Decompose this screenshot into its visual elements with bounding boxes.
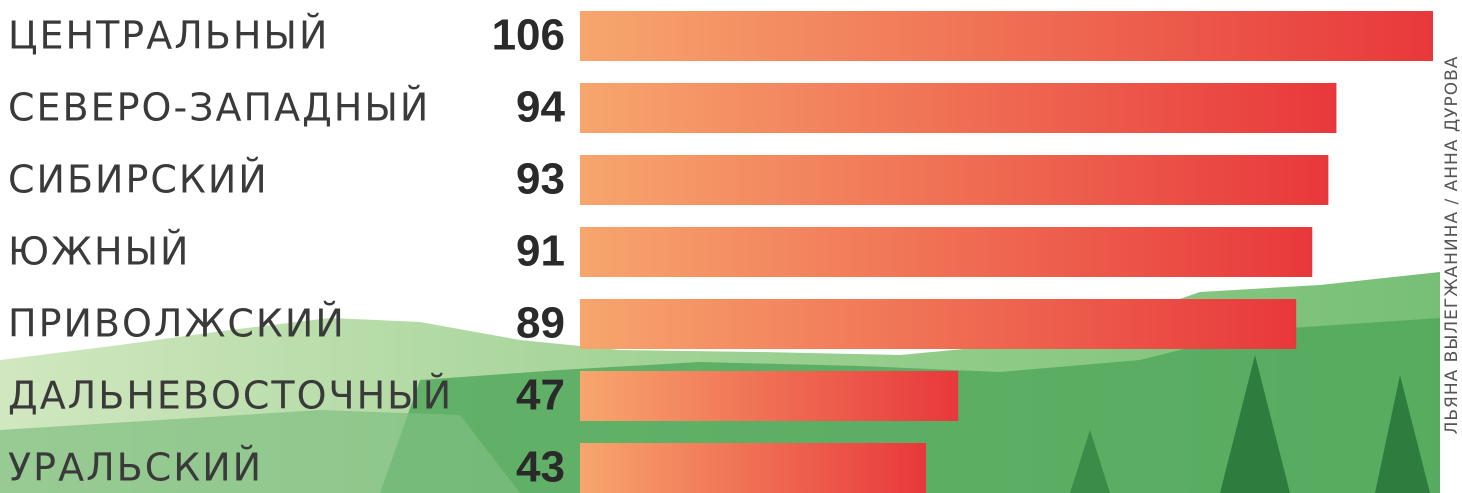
bar <box>580 443 926 493</box>
bar <box>580 227 1312 277</box>
value-label: 93 <box>516 155 565 204</box>
bar <box>580 371 958 421</box>
value-label: 89 <box>516 299 565 348</box>
bar <box>580 11 1433 61</box>
category-label: ЦЕНТРАЛЬНЫЙ <box>8 14 329 58</box>
value-label: 47 <box>516 371 565 420</box>
category-label: ПРИВОЛЖСКИЙ <box>8 302 346 346</box>
bar <box>580 155 1328 205</box>
value-label: 106 <box>492 11 565 60</box>
value-label: 43 <box>516 443 565 492</box>
value-label: 94 <box>516 83 565 132</box>
credit: ЛЬЯНА ВЫЛЕГЖАНИНА / АННА ДУРОВА <box>1442 56 1462 435</box>
bar <box>580 83 1336 133</box>
category-label: СИБИРСКИЙ <box>8 158 269 202</box>
bar <box>580 299 1296 349</box>
category-label: ЮЖНЫЙ <box>8 230 190 274</box>
value-label: 91 <box>516 227 565 276</box>
category-label: УРАЛЬСКИЙ <box>8 446 263 490</box>
chart: ЛЬЯНА ВЫЛЕГЖАНИНА / АННА ДУРОВА ЦЕНТРАЛЬ… <box>0 0 1462 493</box>
category-label: СЕВЕРО-ЗАПАДНЫЙ <box>8 86 430 130</box>
category-label: ДАЛЬНЕВОСТОЧНЫЙ <box>8 374 453 418</box>
